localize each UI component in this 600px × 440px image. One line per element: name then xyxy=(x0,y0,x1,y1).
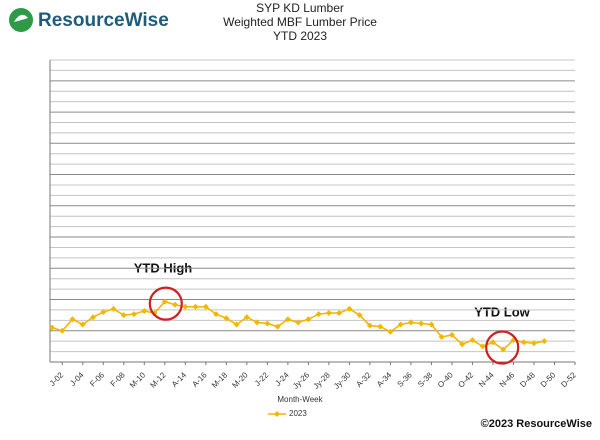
marker xyxy=(69,316,76,323)
marker xyxy=(407,319,414,326)
x-tick-label: S-36 xyxy=(396,370,415,389)
x-tick-label: Jy-28 xyxy=(312,370,333,391)
marker xyxy=(233,321,240,328)
x-tick-label: O-40 xyxy=(436,370,455,389)
logo-text: ResourceWise xyxy=(38,10,169,31)
marker xyxy=(315,311,322,318)
marker xyxy=(489,339,496,346)
marker xyxy=(141,307,148,314)
highlight-circle xyxy=(148,286,183,321)
annotation: YTD Low xyxy=(474,304,530,319)
marker xyxy=(254,319,261,326)
chart-title: Weighted MBF Lumber Price xyxy=(223,15,377,29)
x-tick-label: A-34 xyxy=(375,370,394,389)
x-axis-label: Month-Week xyxy=(277,395,323,404)
marker xyxy=(192,303,199,310)
marker xyxy=(377,323,384,330)
marker xyxy=(336,310,343,317)
marker xyxy=(428,321,435,328)
marker xyxy=(213,311,220,318)
x-tick-label: A-32 xyxy=(354,370,373,389)
marker xyxy=(366,322,373,329)
marker xyxy=(448,331,455,338)
legend-marker xyxy=(274,411,280,417)
x-tick-label: J-02 xyxy=(48,370,66,388)
marker xyxy=(520,339,527,346)
x-tick-label: N-46 xyxy=(498,370,517,389)
x-tick-label: O-42 xyxy=(456,370,475,389)
x-tick-label: Jy-30 xyxy=(332,370,353,391)
x-tick-label: M-20 xyxy=(230,370,250,390)
marker xyxy=(120,312,127,319)
marker xyxy=(131,311,138,318)
line xyxy=(51,300,545,351)
marker xyxy=(100,309,107,316)
marker xyxy=(274,323,281,330)
x-tick-label: F-06 xyxy=(88,370,106,388)
marker xyxy=(243,314,250,321)
marker xyxy=(438,334,445,341)
x-tick-label: J-04 xyxy=(68,370,86,388)
marker xyxy=(49,324,55,331)
marker xyxy=(223,315,230,322)
marker xyxy=(459,341,466,348)
marker xyxy=(161,298,168,305)
x-tick-label: J-24 xyxy=(273,370,291,388)
x-tick-label: F-08 xyxy=(109,370,127,388)
x-tick-label: M-12 xyxy=(148,370,168,390)
marker xyxy=(387,328,394,335)
chart-title: SYP KD Lumber xyxy=(256,1,344,15)
marker xyxy=(79,321,86,328)
marker xyxy=(182,303,189,310)
x-tick-label: M-18 xyxy=(210,370,230,390)
marker xyxy=(541,338,548,345)
marker xyxy=(469,337,476,344)
marker xyxy=(284,316,291,323)
marker xyxy=(397,321,404,328)
legend-label: 2023 xyxy=(289,409,307,418)
x-tick-label: N-44 xyxy=(477,370,496,389)
marker xyxy=(172,301,179,308)
marker xyxy=(264,320,271,327)
chart-title: YTD 2023 xyxy=(273,29,327,43)
marker xyxy=(202,303,209,310)
marker xyxy=(90,314,97,321)
logo: ResourceWise xyxy=(9,8,169,32)
marker xyxy=(110,305,117,312)
copyright: ©2023 ResourceWise xyxy=(481,418,592,430)
x-tick-label: J-22 xyxy=(253,370,271,388)
marker xyxy=(346,305,353,312)
x-tick-label: Jy-26 xyxy=(291,370,312,391)
marker xyxy=(295,319,302,326)
marker xyxy=(356,312,363,319)
marker xyxy=(418,320,425,327)
x-tick-label: A-16 xyxy=(190,370,209,389)
x-tick-label: M-10 xyxy=(128,370,148,390)
x-tick-label: D-48 xyxy=(518,370,537,389)
marker xyxy=(305,316,312,323)
x-tick-label: D-50 xyxy=(539,370,558,389)
x-tick-label: S-38 xyxy=(416,370,435,389)
x-tick-label: A-14 xyxy=(170,370,189,389)
marker xyxy=(530,340,537,347)
highlight-circle xyxy=(485,330,520,365)
marker xyxy=(325,310,332,317)
x-tick-label: D-52 xyxy=(559,370,578,389)
logo-leaf xyxy=(14,14,28,22)
marker xyxy=(479,343,486,350)
marker xyxy=(500,346,507,353)
marker xyxy=(59,327,66,334)
